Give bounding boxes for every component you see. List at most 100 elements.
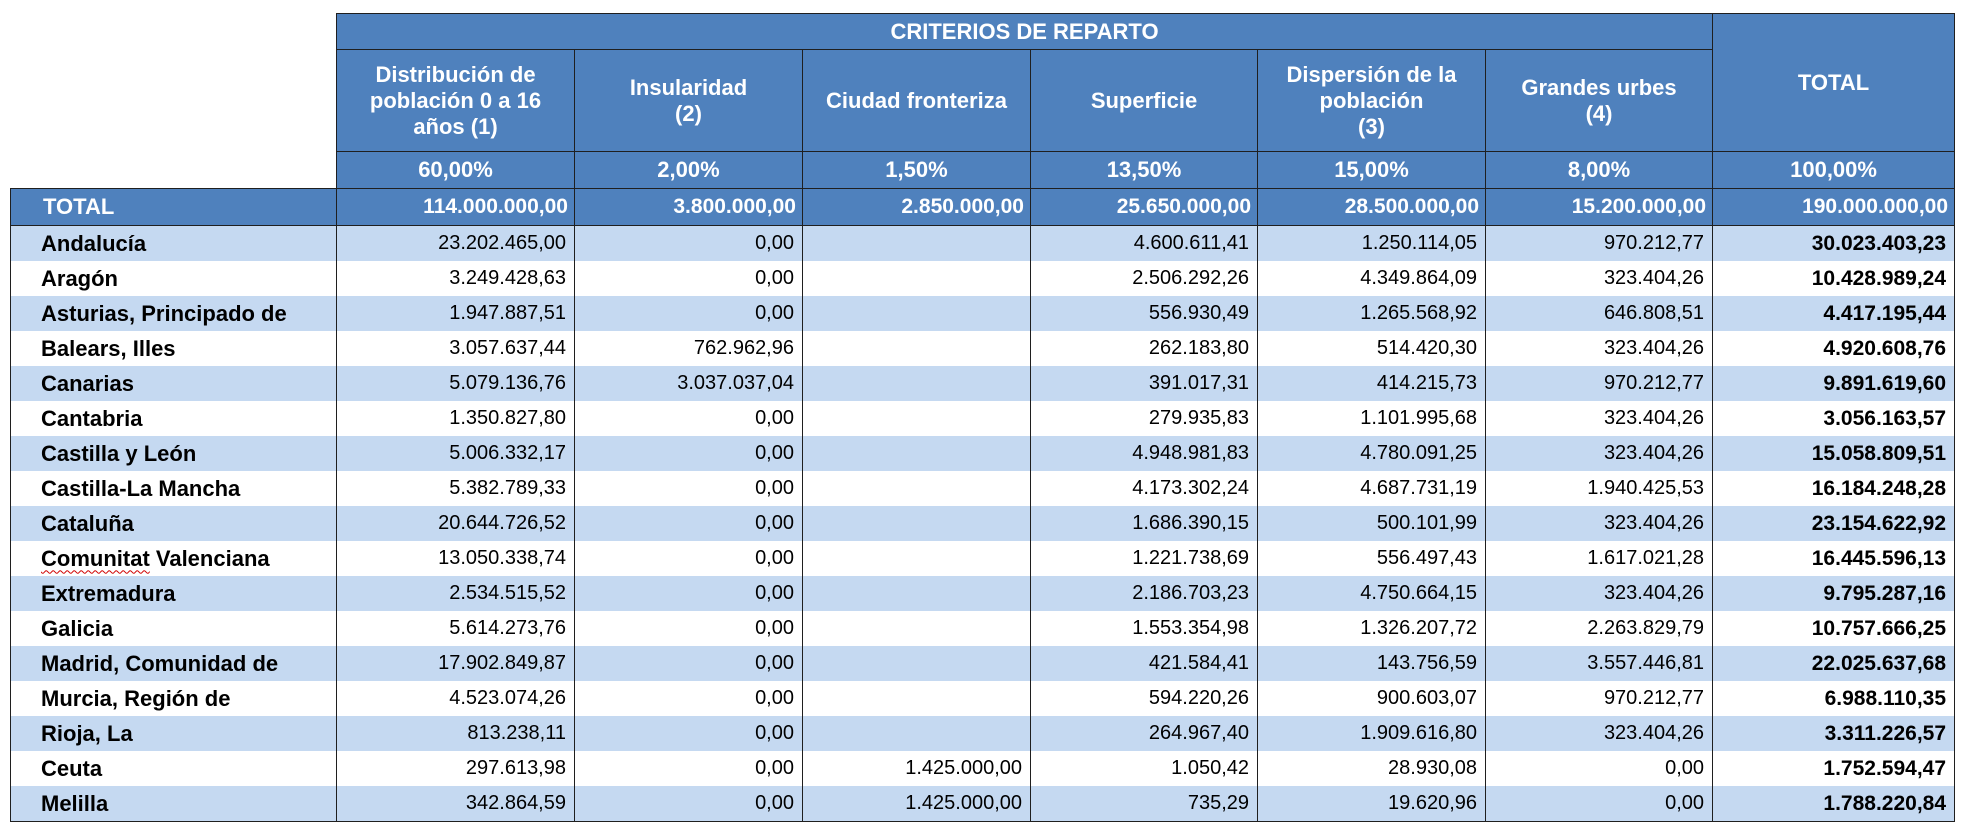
column-header-line: años (1) [413, 113, 498, 139]
cell-value: 5.382.789,33 [336, 471, 575, 506]
total-row-value: 25.650.000,00 [1030, 188, 1258, 226]
cell-value: 900.603,07 [1257, 681, 1486, 716]
column-header: Dispersión de la población (3) [1257, 49, 1486, 152]
region-name: Galicia [10, 611, 337, 646]
cell-value: 1.425.000,00 [802, 751, 1031, 786]
cell-value: 556.497,43 [1257, 541, 1486, 576]
region-name: Castilla y León [10, 436, 337, 471]
table-row: Balears, Illes 3.057.637,44 762.962,96 262.… [10, 331, 1956, 366]
total-row-value: 3.800.000,00 [574, 188, 803, 226]
cell-value: 4.780.091,25 [1257, 436, 1486, 471]
cell-value: 1.350.827,80 [336, 401, 575, 436]
weight-percentage: 60,00% [336, 151, 575, 189]
table-row: Madrid, Comunidad de 17.902.849,87 0,00 421… [10, 646, 1956, 681]
cell-value: 556.930,49 [1030, 296, 1258, 331]
table-row: Andalucía 23.202.465,00 0,00 4.600.611,41 1.… [10, 225, 1956, 261]
cell-value [802, 646, 1031, 681]
column-header: Superficie [1030, 49, 1258, 152]
cell-value: 4.600.611,41 [1030, 225, 1258, 261]
region-name-part: Comunitat [41, 545, 150, 571]
cell-value: 5.614.273,76 [336, 611, 575, 646]
table-row: Ceuta 297.613,98 0,00 1.425.000,00 1.050,42 2… [10, 751, 1956, 786]
cell-value: 323.404,26 [1484, 716, 1714, 751]
cell-value: 4.948.981,83 [1030, 436, 1258, 471]
column-header-line: Superficie [1090, 87, 1198, 113]
table-row: Rioja, La 813.238,11 0,00 264.967,40 1.909.6… [10, 716, 1956, 751]
cell-value: 2.534.515,52 [336, 576, 575, 611]
table-row: Melilla 342.864,59 0,00 1.425.000,00 735,29 1… [10, 786, 1956, 822]
total-row-value: 15.200.000,00 [1484, 188, 1714, 226]
cell-value: 19.620,96 [1257, 786, 1486, 822]
column-header-line: (2) [675, 100, 702, 126]
cell-value: 1.250.114,05 [1257, 225, 1486, 261]
cell-value: 1.909.616,80 [1257, 716, 1486, 751]
row-total-value: 9.795.287,16 [1712, 576, 1956, 611]
cell-value: 2.186.703,23 [1030, 576, 1258, 611]
cell-value: 0,00 [574, 436, 803, 471]
cell-value: 4.523.074,26 [336, 681, 575, 716]
total-row-label: TOTAL [10, 188, 337, 226]
cell-value: 4.349.864,09 [1257, 261, 1486, 296]
cell-value [802, 436, 1031, 471]
total-row-value: 28.500.000,00 [1257, 188, 1486, 226]
cell-value: 323.404,26 [1484, 401, 1714, 436]
cell-value: 13.050.338,74 [336, 541, 575, 576]
column-header-line: Ciudad fronteriza [826, 87, 1007, 113]
cell-value: 2.506.292,26 [1030, 261, 1258, 296]
cell-value [802, 716, 1031, 751]
row-total-value: 3.311.226,57 [1712, 716, 1956, 751]
weight-percentage: 13,50% [1030, 151, 1258, 189]
cell-value: 970.212,77 [1484, 366, 1714, 401]
column-header: Grandes urbes (4) [1484, 49, 1714, 152]
cell-value [802, 401, 1031, 436]
cell-value [802, 296, 1031, 331]
cell-value [802, 225, 1031, 261]
row-total-value: 1.788.220,84 [1712, 786, 1956, 822]
cell-value [802, 471, 1031, 506]
column-header-line: Insularidad [629, 74, 748, 100]
region-name: Cataluña [10, 506, 337, 541]
cell-value: 2.263.829,79 [1484, 611, 1714, 646]
cell-value: 323.404,26 [1484, 506, 1714, 541]
cell-value: 143.756,59 [1257, 646, 1486, 681]
cell-value: 0,00 [1484, 751, 1714, 786]
cell-value: 1.265.568,92 [1257, 296, 1486, 331]
cell-value: 0,00 [574, 786, 803, 822]
cell-value: 1.686.390,15 [1030, 506, 1258, 541]
cell-value [802, 681, 1031, 716]
row-total-value: 1.752.594,47 [1712, 751, 1956, 786]
row-total-value: 4.417.195,44 [1712, 296, 1956, 331]
cell-value: 1.617.021,28 [1484, 541, 1714, 576]
weight-percentage: 100,00% [1712, 151, 1956, 189]
weight-percentage: 15,00% [1257, 151, 1486, 189]
cell-value: 0,00 [574, 261, 803, 296]
column-header-line: Grandes urbes [1521, 74, 1677, 100]
table-row: Castilla-La Mancha 5.382.789,33 0,00 4.173.… [10, 471, 1956, 506]
region-name: Murcia, Región de [10, 681, 337, 716]
total-row-value: 2.850.000,00 [802, 188, 1031, 226]
row-total-value: 23.154.622,92 [1712, 506, 1956, 541]
cell-value: 762.962,96 [574, 331, 803, 366]
region-name: Andalucía [10, 225, 337, 261]
column-header-line: población [1319, 87, 1424, 113]
cell-value: 594.220,26 [1030, 681, 1258, 716]
cell-value: 3.249.428,63 [336, 261, 575, 296]
table-row: Cataluña 20.644.726,52 0,00 1.686.390,15 500… [10, 506, 1956, 541]
cell-value: 0,00 [1484, 786, 1714, 822]
cell-value: 1.326.207,72 [1257, 611, 1486, 646]
table-row: Aragón 3.249.428,63 0,00 2.506.292,26 4.349.… [10, 261, 1956, 296]
cell-value: 735,29 [1030, 786, 1258, 822]
cell-value: 1.221.738,69 [1030, 541, 1258, 576]
cell-value: 813.238,11 [336, 716, 575, 751]
column-header-line: Dispersión de la [1286, 61, 1457, 87]
cell-value: 0,00 [574, 751, 803, 786]
table-row: Murcia, Región de 4.523.074,26 0,00 594.220… [10, 681, 1956, 716]
row-total-value: 16.184.248,28 [1712, 471, 1956, 506]
column-header: Distribución de población 0 a 16 años (1) [336, 49, 575, 152]
cell-value: 323.404,26 [1484, 576, 1714, 611]
total-row-value: 190.000.000,00 [1712, 188, 1956, 226]
region-name: Rioja, La [10, 716, 337, 751]
cell-value: 5.006.332,17 [336, 436, 575, 471]
table-row: Asturias, Principado de 1.947.887,51 0,00 5… [10, 296, 1956, 331]
cell-value: 3.557.446,81 [1484, 646, 1714, 681]
